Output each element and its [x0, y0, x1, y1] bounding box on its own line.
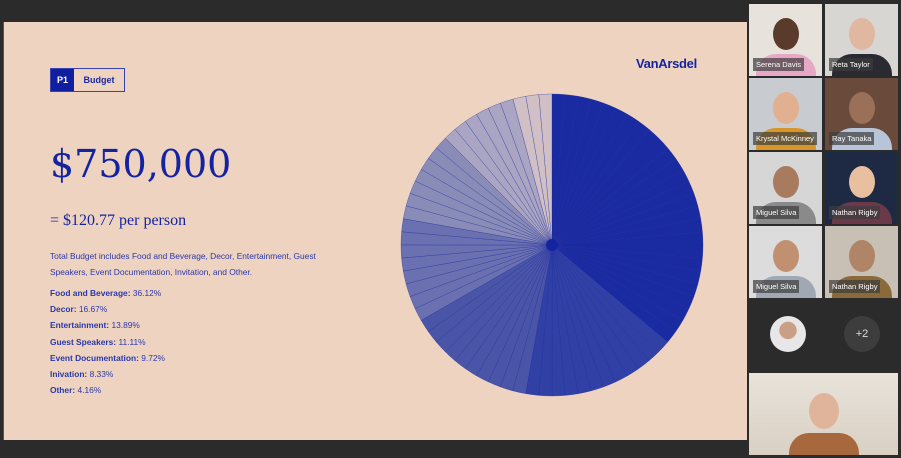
- face: [772, 166, 799, 198]
- legend-value: 36.12%: [132, 288, 162, 298]
- participant-name: Miguel Silva: [753, 280, 800, 293]
- tag-number: P1: [51, 69, 74, 91]
- participant-tile[interactable]: Krystal McKinney: [749, 78, 822, 150]
- legend-item: Other: 4.16%: [50, 385, 165, 401]
- legend-value: 9.72%: [141, 352, 165, 363]
- participant-tile[interactable]: Miguel Silva: [749, 152, 822, 224]
- body: [788, 433, 859, 455]
- legend-label: Decor:: [50, 304, 77, 315]
- participant-name: Miguel Silva: [753, 206, 800, 219]
- legend-item: Food and Beverage: 36.12%: [50, 288, 165, 304]
- legend-value: 13.89%: [111, 320, 140, 331]
- face: [848, 166, 875, 198]
- participant-tile[interactable]: Ray Tanaka: [825, 78, 898, 150]
- participant-tile[interactable]: Nathan Rigby: [825, 152, 898, 224]
- tag-label: Budget: [83, 75, 115, 85]
- budget-legend: Food and Beverage: 36.12% Decor: 16.67% En…: [50, 288, 165, 401]
- participant-name: Nathan Rigby: [829, 206, 881, 219]
- participant-name: Ray Tanaka: [829, 132, 875, 145]
- self-video: [749, 373, 898, 455]
- total-budget: $750,000: [50, 142, 232, 186]
- legend-label: Other:: [50, 385, 76, 396]
- legend-value: 8.33%: [89, 368, 114, 379]
- vanarsdel-logo: VanArsdel: [636, 56, 697, 71]
- legend-item: Inivation: 8.33%: [50, 369, 165, 385]
- pie-center: [546, 239, 558, 251]
- participant-name: Nathan Rigby: [829, 280, 881, 293]
- per-person: = $120.77 per person: [50, 212, 187, 229]
- face: [848, 240, 875, 272]
- legend-label: Entertainment:: [50, 320, 110, 331]
- legend-label: Event Documentation:: [50, 352, 139, 363]
- face: [772, 18, 799, 50]
- legend-label: Guest Speakers:: [50, 336, 117, 347]
- face: [808, 393, 839, 429]
- participant-tile[interactable]: Serena Davis: [749, 4, 822, 76]
- legend-label: Inivation:: [50, 368, 88, 379]
- legend-item: Decor: 16.67%: [50, 304, 165, 320]
- participant-name: Reta Taylor: [829, 58, 873, 71]
- face: [848, 18, 875, 50]
- participant-tile[interactable]: Reta Taylor: [825, 4, 898, 76]
- budget-pie-chart: [400, 93, 704, 397]
- pie-slice-other: [538, 93, 553, 246]
- participant-avatar[interactable]: [770, 316, 806, 352]
- participant-tile[interactable]: Miguel Silva: [749, 226, 822, 298]
- face: [772, 92, 799, 124]
- legend-item: Guest Speakers: 11.11%: [50, 337, 165, 353]
- participant-name: Krystal McKinney: [753, 132, 817, 145]
- legend-item: Event Documentation: 9.72%: [50, 353, 165, 369]
- participant-tile[interactable]: Nathan Rigby: [825, 226, 898, 298]
- legend-value: 11.11%: [118, 336, 146, 347]
- legend-label: Food and Beverage:: [50, 288, 131, 298]
- legend-value: 4.16%: [77, 385, 102, 396]
- more-participants-button[interactable]: +2: [844, 316, 880, 352]
- face: [772, 240, 799, 272]
- section-tag: P1 Budget: [50, 68, 125, 92]
- face: [848, 92, 875, 124]
- legend-item: Entertainment: 13.89%: [50, 320, 165, 336]
- shared-slide: P1 Budget VanArsdel $750,000 = $120.77 p…: [3, 22, 747, 440]
- budget-description: Total Budget includes Food and Beverage,…: [50, 251, 316, 277]
- participant-name: Serena Davis: [753, 58, 805, 71]
- legend-value: 16.67%: [78, 304, 108, 315]
